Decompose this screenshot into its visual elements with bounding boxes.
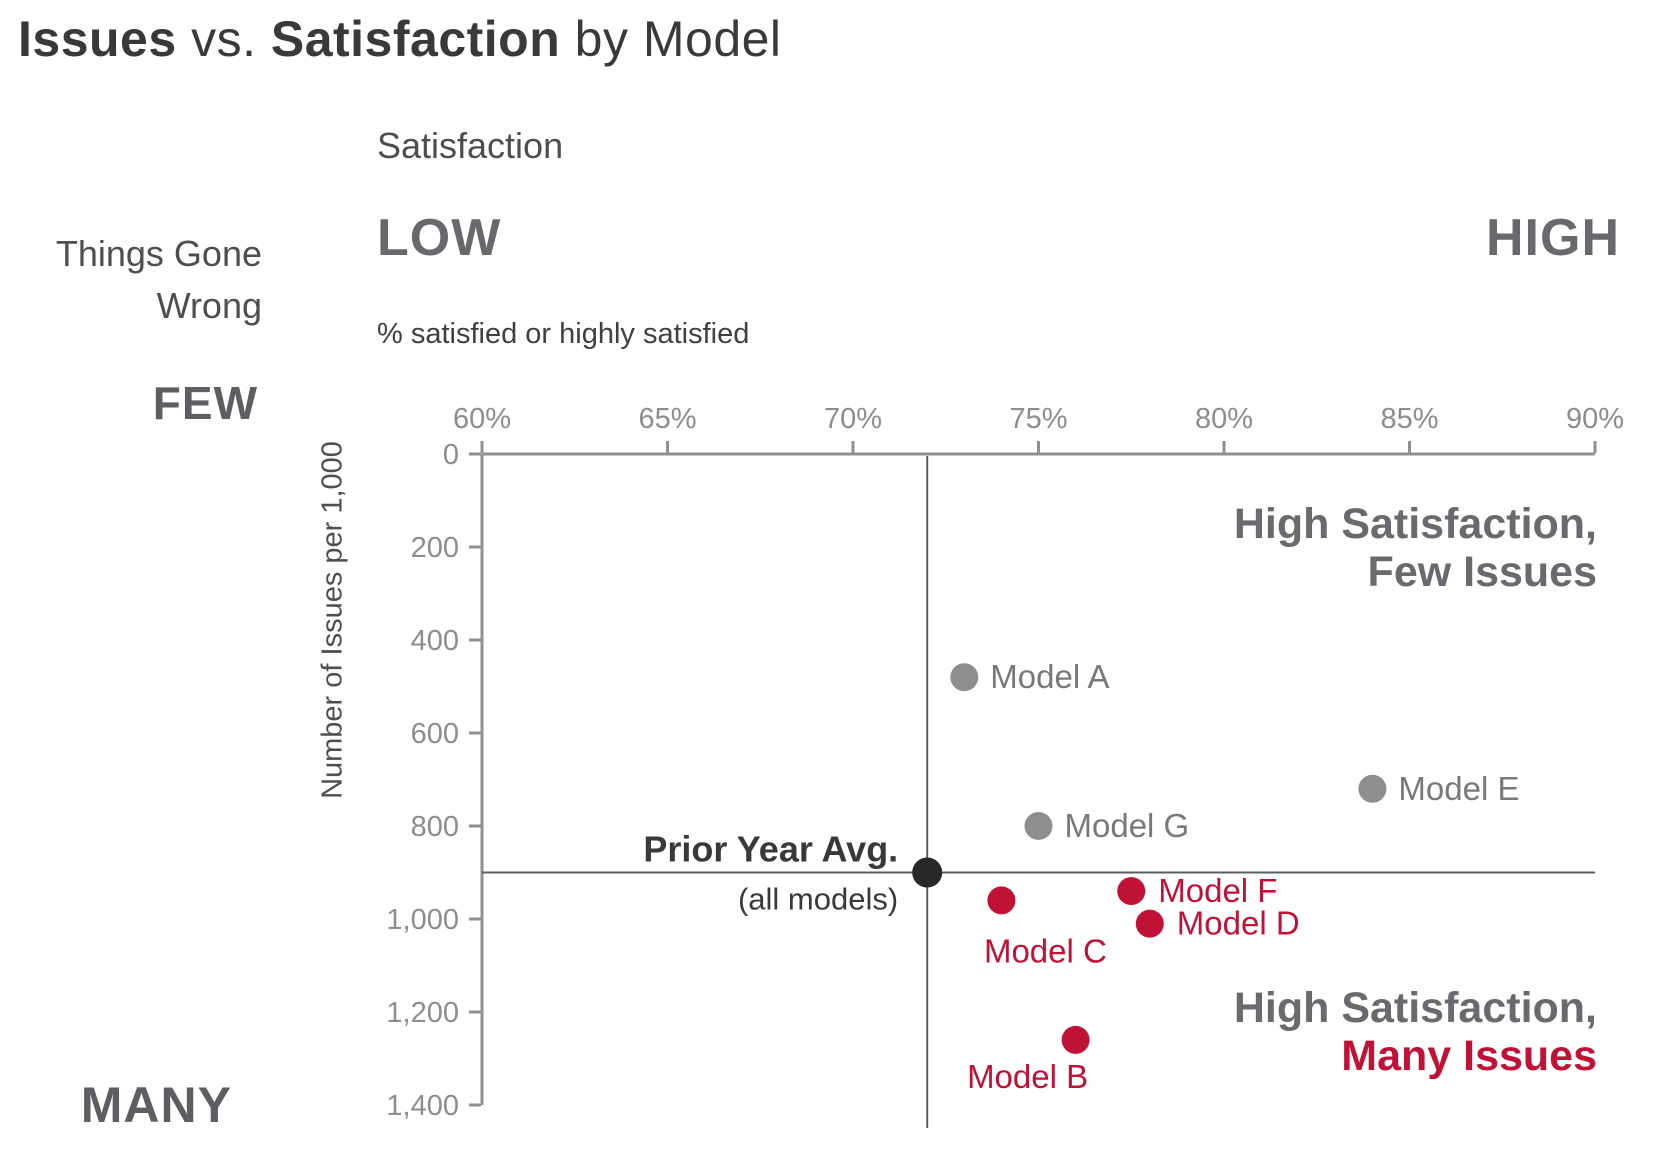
page-title: Issues vs. Satisfaction by Model [18, 10, 782, 68]
title-word-satisfaction: Satisfaction [270, 11, 561, 67]
quadrant-top-right-line1: High Satisfaction, [1234, 500, 1597, 548]
data-point-model-f [1117, 877, 1146, 906]
x-tick-label: 85% [1380, 403, 1438, 435]
x-tick-label: 90% [1566, 403, 1624, 435]
title-word-vs: vs. [176, 11, 271, 67]
quadrant-bottom-right-line2: Many Issues [1341, 1032, 1597, 1080]
x-tick-label: 65% [638, 403, 696, 435]
x-tick-label: 80% [1195, 403, 1253, 435]
low-satisfaction-label: LOW [377, 209, 502, 267]
data-label-model-b: Model B [967, 1058, 1088, 1095]
x-tick-label: 75% [1009, 403, 1067, 435]
data-label-model-f: Model F [1158, 872, 1277, 909]
prior-year-avg-point [912, 857, 943, 888]
prior-year-avg-label: Prior Year Avg. [643, 829, 898, 870]
data-label-model-c: Model C [984, 932, 1107, 969]
data-point-model-b [1061, 1025, 1090, 1054]
things-gone-wrong-line2: Wrong [156, 285, 262, 326]
data-point-model-a [950, 663, 979, 692]
many-issues-axis-label: MANY [80, 1077, 232, 1133]
data-label-model-g: Model G [1065, 807, 1190, 844]
data-label-model-e: Model E [1398, 770, 1519, 807]
high-satisfaction-label: HIGH [1486, 209, 1620, 267]
data-label-model-d: Model D [1177, 905, 1300, 942]
data-label-model-a: Model A [990, 658, 1109, 695]
y-tick-label: 0 [443, 439, 459, 471]
prior-year-avg-sublabel: (all models) [738, 882, 898, 917]
things-gone-wrong-line1: Things Gone [55, 233, 262, 274]
quadrant-bottom-right-line1: High Satisfaction, [1234, 984, 1597, 1032]
x-tick-label: 70% [824, 403, 882, 435]
y-tick-label: 200 [411, 532, 459, 564]
quadrant-top-right-line2: Few Issues [1368, 548, 1597, 596]
data-point-model-c [987, 886, 1016, 915]
data-point-model-g [1024, 812, 1053, 840]
satisfaction-axis-header: Satisfaction [377, 125, 564, 166]
y-tick-label: 800 [411, 811, 459, 843]
data-point-model-e [1358, 774, 1387, 803]
y-tick-label: 1,400 [386, 1090, 459, 1122]
title-word-issues: Issues [18, 11, 177, 67]
y-tick-label: 1,000 [386, 904, 459, 936]
things-gone-wrong-label: Things Gone Wrong [0, 228, 262, 332]
title-word-by-model: by Model [560, 11, 782, 67]
x-axis-subtitle: % satisfied or highly satisfied [377, 318, 750, 350]
y-tick-label: 600 [411, 718, 459, 750]
x-tick-label: 60% [453, 403, 511, 435]
y-tick-label: 1,200 [386, 997, 459, 1029]
data-point-model-d [1135, 909, 1164, 938]
few-issues-axis-label: FEW [152, 377, 258, 429]
y-tick-label: 400 [411, 625, 459, 657]
